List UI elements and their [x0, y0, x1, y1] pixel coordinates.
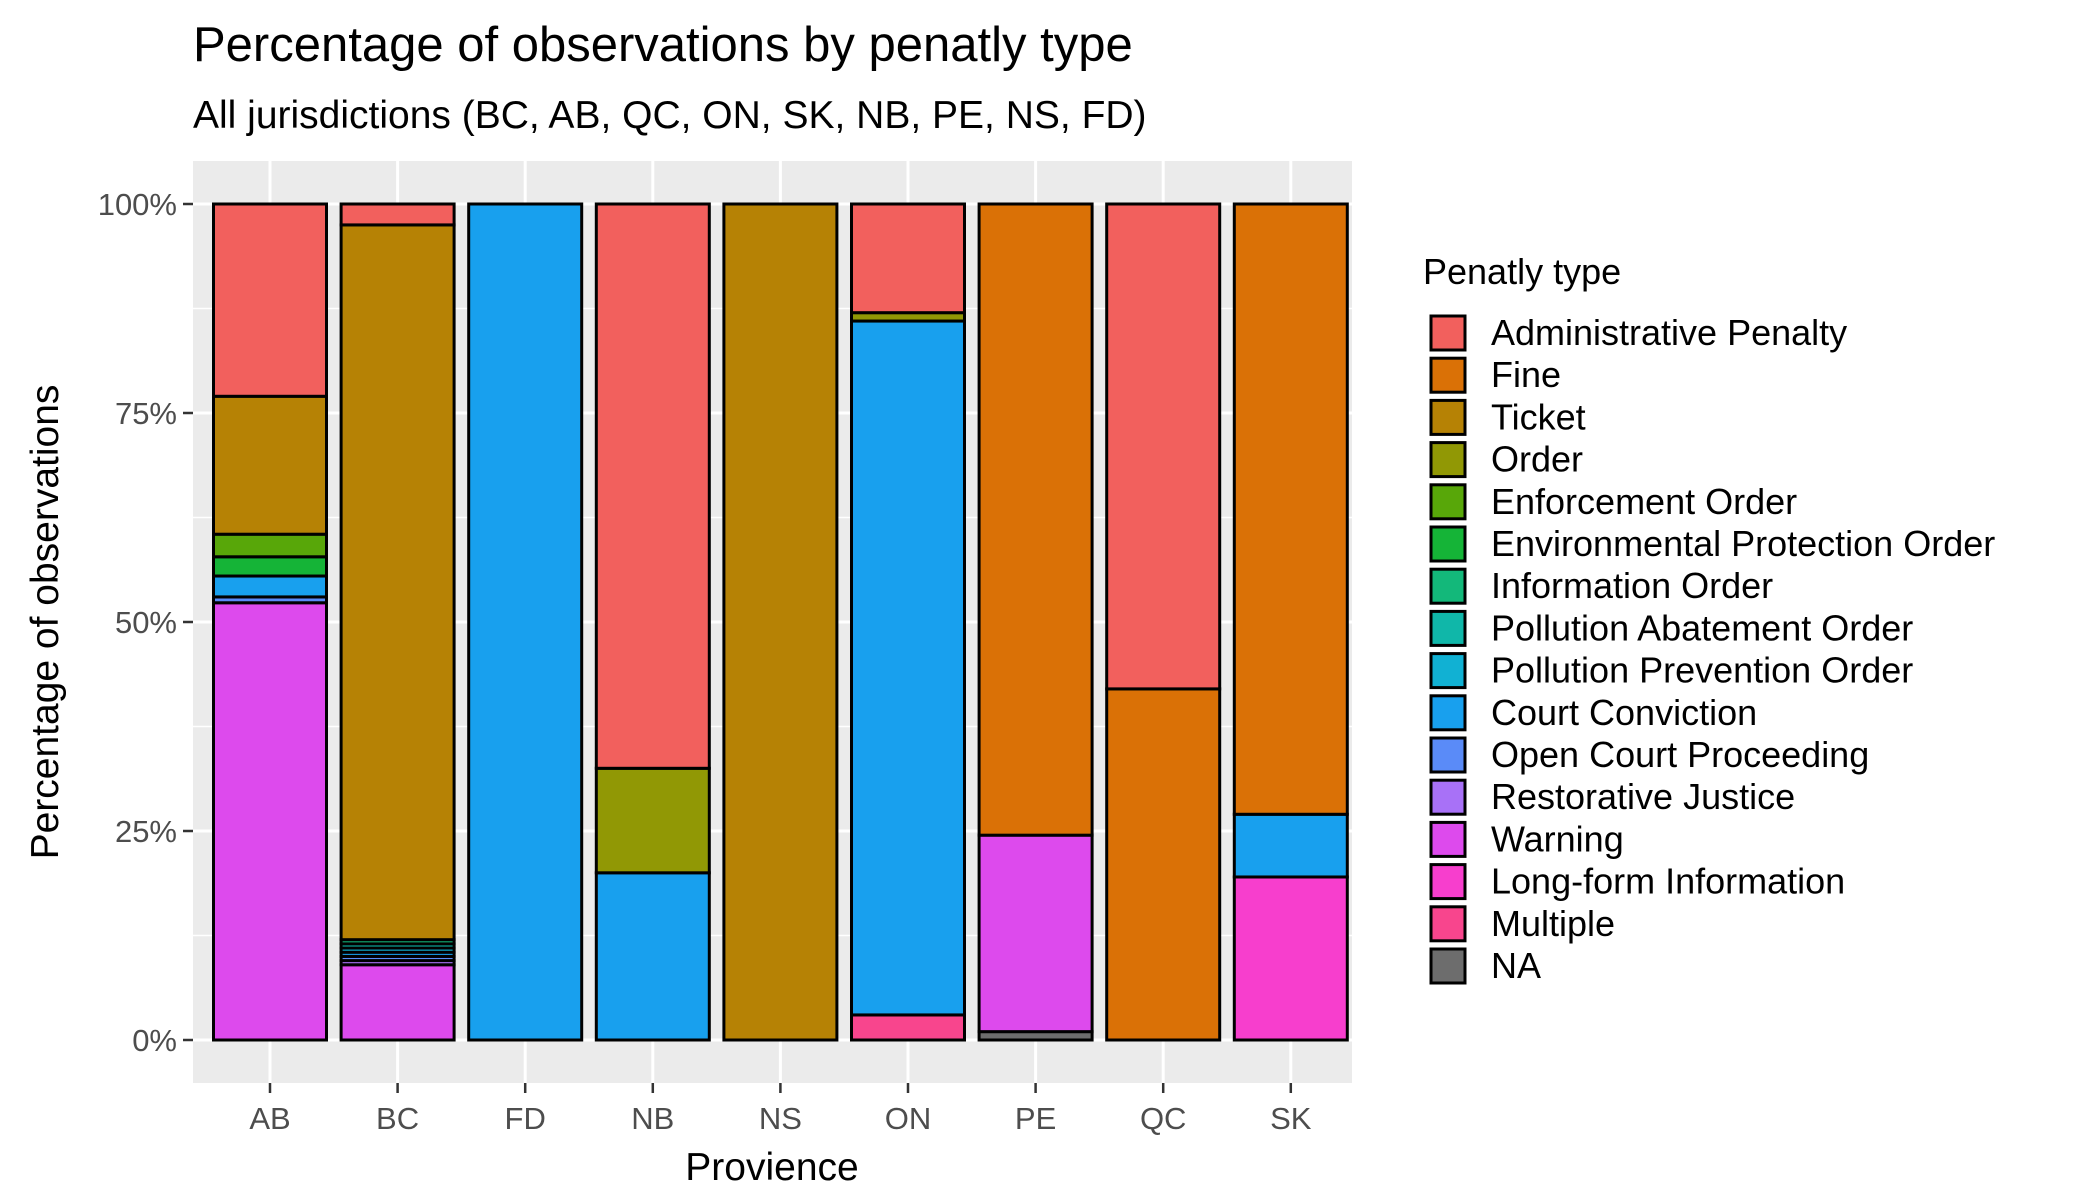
x-tick-label-nb: NB — [631, 1101, 674, 1136]
x-axis-label: Provience — [685, 1146, 858, 1189]
legend-key-pollution-prevention-order — [1429, 652, 1467, 690]
chart-subtitle: All jurisdictions (BC, AB, QC, ON, SK, N… — [193, 94, 1147, 137]
bar-segment-NB-court-conviction — [594, 871, 711, 1042]
legend-label-environmental-protection-order: Environmental Protection Order — [1491, 523, 1995, 564]
bar-segment-NB-administrative-penalty — [594, 202, 711, 770]
bar-segment-ON-multiple — [850, 1013, 966, 1042]
y-tick-label: 100% — [98, 187, 177, 222]
legend-key-administrative-penalty — [1429, 314, 1467, 352]
legend-key-order — [1429, 441, 1467, 479]
bar-segment-FD-court-conviction — [467, 202, 584, 1042]
bar-segment-SK-court-conviction — [1232, 812, 1349, 879]
bar-segment-BC-administrative-penalty — [339, 202, 456, 227]
legend: Penatly type Administrative PenaltyFineT… — [1423, 251, 1995, 986]
legend-key-multiple — [1429, 905, 1467, 943]
legend-label-multiple: Multiple — [1491, 903, 1615, 944]
x-axis: AB BC FD NB NS ON PE QC SK — [249, 1083, 1312, 1136]
legend-label-enforcement-order: Enforcement Order — [1491, 481, 1797, 522]
bar-segment-QC-administrative-penalty — [1105, 202, 1222, 691]
legend-label-restorative-justice: Restorative Justice — [1491, 776, 1795, 817]
y-axis: 0% 25% 50% 75% 100% — [98, 187, 193, 1058]
legend-key-court-conviction — [1429, 694, 1467, 732]
x-tick-label-fd: FD — [505, 1101, 546, 1136]
legend-key-open-court-proceeding — [1429, 736, 1467, 774]
bar-segment-AB-administrative-penalty — [212, 202, 328, 398]
x-tick-label-on: ON — [885, 1101, 932, 1136]
x-tick-label-ns: NS — [759, 1101, 802, 1136]
x-tick-label-ab: AB — [249, 1101, 290, 1136]
legend-label-long-form-information: Long-form Information — [1491, 861, 1845, 902]
legend-key-warning — [1429, 820, 1467, 858]
legend-label-administrative-penalty: Administrative Penalty — [1491, 312, 1847, 353]
y-axis-label: Percentage of observations — [24, 385, 67, 860]
legend-key-restorative-justice — [1429, 778, 1467, 816]
legend-label-fine: Fine — [1491, 354, 1561, 395]
bar-segment-AB-court-conviction — [212, 574, 328, 599]
x-tick-label-bc: BC — [376, 1101, 419, 1136]
legend-key-fine — [1429, 356, 1467, 394]
bar-segment-PE-fine — [977, 202, 1094, 837]
legend-key-ticket — [1429, 398, 1467, 436]
legend-key-long-form-information — [1429, 863, 1467, 901]
bar-segment-SK-fine — [1232, 202, 1349, 816]
legend-key-enforcement-order — [1429, 483, 1467, 521]
y-tick-label: 75% — [115, 396, 177, 431]
legend-title: Penatly type — [1423, 251, 1621, 292]
legend-key-na — [1429, 947, 1467, 985]
bar-segment-BC-warning — [339, 963, 456, 1042]
legend-label-na: NA — [1491, 945, 1541, 986]
legend-label-open-court-proceeding: Open Court Proceeding — [1491, 734, 1869, 775]
bar-segment-AB-warning — [212, 601, 328, 1042]
bar-segment-AB-enforcement-order — [212, 532, 328, 559]
y-tick-label: 50% — [115, 605, 177, 640]
legend-key-information-order — [1429, 567, 1467, 605]
legend-label-order: Order — [1491, 439, 1583, 480]
y-tick-label: 25% — [115, 814, 177, 849]
legend-label-information-order: Information Order — [1491, 565, 1773, 606]
legend-label-pollution-prevention-order: Pollution Prevention Order — [1491, 650, 1913, 691]
legend-label-warning: Warning — [1491, 818, 1624, 859]
bar-segment-AB-ticket — [212, 394, 328, 536]
legend-key-environmental-protection-order — [1429, 525, 1467, 563]
bar-segment-NS-ticket — [722, 202, 839, 1042]
legend-label-pollution-abatement-order: Pollution Abatement Order — [1491, 607, 1913, 648]
bar-segment-BC-ticket — [339, 223, 456, 942]
legend-label-ticket: Ticket — [1491, 396, 1586, 437]
bar-segment-NB-order — [594, 766, 711, 875]
bar-segment-AB-environmental-protection-order — [212, 555, 328, 578]
legend-label-court-conviction: Court Conviction — [1491, 692, 1757, 733]
y-tick-label: 0% — [132, 1023, 177, 1058]
bars — [212, 202, 1349, 1042]
bar-segment-ON-court-conviction — [850, 319, 966, 1017]
bar-segment-SK-long-form-information — [1232, 875, 1349, 1042]
x-tick-label-pe: PE — [1015, 1101, 1056, 1136]
x-tick-label-sk: SK — [1270, 1101, 1312, 1136]
bar-segment-PE-warning — [977, 833, 1094, 1034]
legend-key-pollution-abatement-order — [1429, 609, 1467, 647]
bar-segment-QC-fine — [1105, 687, 1222, 1042]
x-tick-label-qc: QC — [1140, 1101, 1187, 1136]
chart-title: Percentage of observations by penatly ty… — [193, 18, 1133, 72]
bar-segment-ON-administrative-penalty — [850, 202, 966, 315]
